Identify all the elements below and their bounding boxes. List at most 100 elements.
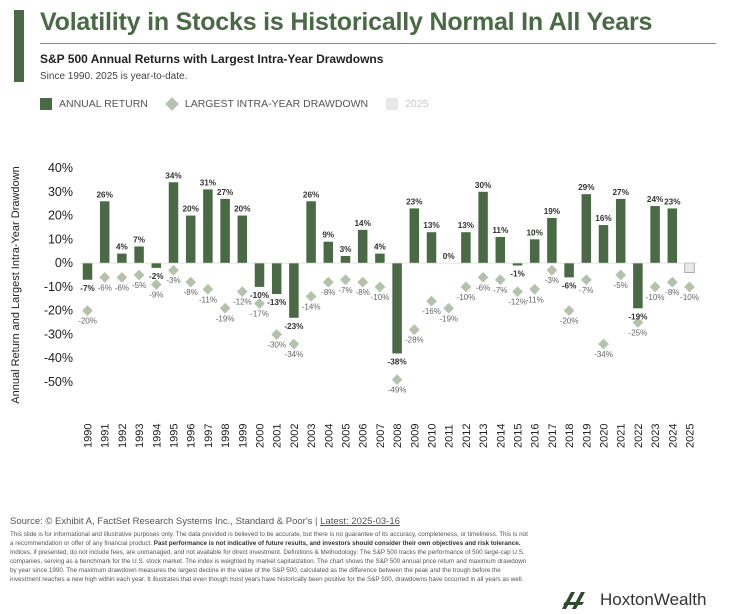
x-tick-label: 2008	[392, 424, 404, 448]
title-divider	[40, 43, 716, 44]
drawdown-label: -7%	[579, 286, 593, 295]
return-bar	[289, 263, 299, 318]
chart-legend: ANNUAL RETURN LARGEST INTRA-YEAR DRAWDOW…	[40, 97, 428, 111]
x-tick-label: 2015	[513, 424, 525, 448]
x-tick-label: 2023	[650, 424, 662, 448]
drawdown-label: -6%	[98, 283, 112, 292]
return-label: 10%	[527, 228, 544, 237]
drawdown-label: -7%	[493, 286, 507, 295]
return-bar	[478, 191, 488, 264]
drawdown-marker	[271, 329, 283, 340]
drawdown-label: -5%	[614, 281, 628, 290]
x-tick-label: 2007	[375, 424, 387, 448]
return-label: -7%	[80, 284, 95, 293]
return-bar	[237, 215, 248, 264]
drawdown-label: -10%	[680, 293, 699, 302]
drawdown-marker	[546, 264, 558, 276]
x-tick-label: 2003	[306, 424, 318, 448]
legend-swatch-annual-return	[40, 98, 52, 110]
return-bar	[151, 263, 162, 268]
x-tick-label: 2019	[581, 424, 593, 448]
return-label: 4%	[374, 243, 387, 252]
return-bar	[564, 263, 574, 278]
x-tick-label: 2011	[444, 424, 456, 448]
y-tick-label: -20%	[44, 304, 73, 318]
drawdown-marker	[598, 338, 609, 350]
return-label: 20%	[234, 205, 251, 214]
drawdown-marker	[512, 286, 523, 298]
x-tick-label: 1993	[134, 424, 146, 448]
y-tick-label: 40%	[48, 161, 73, 175]
return-bar	[323, 241, 334, 264]
return-label: 7%	[133, 235, 146, 244]
hoxton-logo-text: HoxtonWealth	[600, 590, 707, 609]
return-bar	[203, 189, 213, 264]
legend-label-annual-return: ANNUAL RETURN	[59, 98, 148, 110]
return-bar	[168, 182, 179, 264]
drawdown-label: -10%	[371, 293, 390, 302]
drawdown-label: -11%	[526, 295, 544, 304]
x-tick-label: 1991	[100, 424, 112, 448]
return-label: 0%	[443, 252, 456, 261]
drawdown-label: -11%	[199, 295, 217, 304]
drawdown-marker	[443, 302, 455, 314]
return-label: 27%	[217, 188, 234, 197]
return-label: 9%	[322, 231, 335, 240]
legend-item-annual-return: ANNUAL RETURN	[40, 98, 148, 110]
drawdown-marker	[529, 283, 541, 295]
x-tick-label: 1992	[117, 424, 129, 448]
return-label: 29%	[578, 183, 595, 192]
drawdown-label: -9%	[149, 291, 163, 300]
return-bar	[357, 229, 368, 264]
drawdown-label: -8%	[321, 288, 335, 297]
drawdown-label: -28%	[405, 336, 424, 345]
x-tick-label: 2013	[478, 424, 490, 448]
x-tick-label: 2018	[564, 424, 576, 448]
drawdown-marker	[357, 276, 369, 288]
drawdown-label: -34%	[285, 350, 304, 359]
drawdown-marker	[666, 276, 678, 288]
return-label: -13%	[267, 298, 287, 307]
x-tick-label: 2002	[289, 424, 301, 448]
return-label: 13%	[423, 221, 440, 230]
return-bar	[254, 263, 265, 287]
source-text: Source: © Exhibit A, FactSet Research Sy…	[10, 516, 321, 527]
return-label: 4%	[116, 243, 129, 252]
return-label: 34%	[165, 171, 182, 180]
source-line: Source: © Exhibit A, FactSet Research Sy…	[10, 516, 400, 527]
drawdown-label: -8%	[356, 288, 370, 297]
return-label: 30%	[475, 181, 492, 190]
page-title: Volatility in Stocks is Historically Nor…	[40, 8, 653, 36]
return-label: 20%	[183, 205, 200, 214]
drawdown-marker	[649, 281, 661, 293]
return-label: -10%	[250, 291, 270, 300]
x-tick-label: 2006	[358, 424, 370, 448]
return-bar	[82, 263, 93, 280]
return-bar	[117, 253, 127, 264]
return-bar	[461, 232, 471, 264]
return-bar	[409, 208, 420, 264]
drawdown-label: -10%	[457, 293, 476, 302]
drawdown-marker	[374, 281, 386, 293]
return-label: 24%	[647, 195, 664, 204]
return-bar	[512, 263, 523, 266]
x-tick-label: 2017	[547, 424, 559, 448]
drawdown-marker	[322, 276, 334, 288]
drawdown-label: -20%	[78, 317, 97, 326]
drawdown-marker	[116, 272, 128, 283]
legend-item-ytd: 2025	[386, 98, 428, 110]
drawdown-marker	[168, 264, 179, 276]
legend-label-drawdown: LARGEST INTRA-YEAR DRAWDOWN	[184, 98, 369, 110]
x-tick-label: 2021	[616, 424, 628, 448]
drawdown-label: -8%	[665, 288, 679, 297]
drawdown-marker	[254, 298, 265, 309]
return-bar	[99, 201, 110, 264]
y-tick-label: 0%	[55, 256, 73, 270]
x-tick-label: 2025	[685, 424, 697, 448]
return-bar	[220, 198, 230, 264]
return-bar	[340, 255, 351, 264]
return-bar	[667, 208, 678, 264]
x-tick-label: 1997	[203, 424, 215, 448]
x-tick-label: 2024	[667, 424, 679, 448]
